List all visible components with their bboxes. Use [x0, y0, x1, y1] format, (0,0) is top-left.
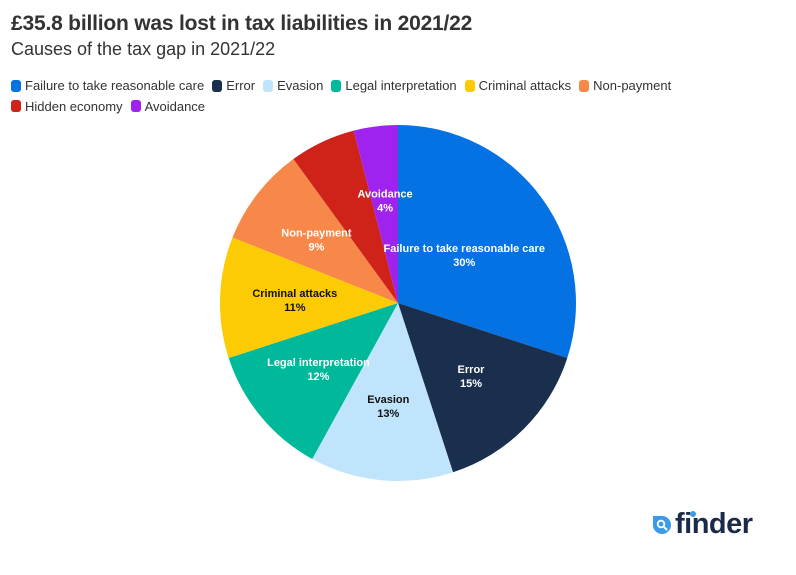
legend-label: Criminal attacks [478, 78, 572, 93]
pie-slice-error[interactable] [398, 303, 568, 473]
slice-label: Evasion [367, 394, 409, 406]
legend-swatch [212, 79, 223, 92]
slice-label: Non-payment [281, 228, 352, 240]
legend-item[interactable]: Avoidance [130, 97, 206, 116]
legend-swatch [11, 79, 21, 92]
legend-item[interactable]: Non-payment [579, 76, 671, 95]
legend-item[interactable]: Failure to take reasonable care [11, 76, 204, 95]
legend-item[interactable]: Error [212, 76, 255, 95]
legend-label: Evasion [277, 78, 324, 93]
finder-logo: finder [652, 508, 753, 541]
legend-label: Legal interpretation [345, 78, 457, 93]
slice-value-label: 4% [377, 203, 393, 215]
pie-slice-non-payment[interactable] [232, 158, 398, 303]
pie-slice-avoidance[interactable] [353, 125, 398, 303]
logo-text: finder [675, 508, 753, 540]
slice-value-label: 11% [284, 302, 306, 314]
pie-slice-evasion[interactable] [312, 303, 454, 481]
legend: Failure to take reasonable care Error Evas… [11, 76, 711, 117]
legend-swatch [11, 100, 21, 112]
chart-title: £35.8 billion was lost in tax liabilitie… [11, 12, 473, 35]
pie-slice-hidden-economy[interactable] [293, 130, 398, 303]
pie-slice-legal-interpretation[interactable] [228, 303, 398, 459]
slice-value-label: 13% [377, 408, 399, 420]
legend-label: Hidden economy [25, 98, 123, 114]
legend-swatch [464, 79, 475, 92]
slice-value-label: 15% [460, 378, 482, 390]
legend-label: Avoidance [144, 98, 206, 114]
legend-item[interactable]: Criminal attacks [464, 76, 572, 95]
pie-slice-criminal-attacks[interactable] [220, 237, 398, 359]
legend-swatch [130, 100, 141, 112]
slice-value-label: 12% [307, 371, 329, 383]
legend-swatch [331, 79, 342, 92]
legend-label: Failure to take reasonable care [25, 78, 205, 93]
search-magnifier-icon [653, 515, 671, 534]
slice-label: Avoidance [357, 189, 412, 201]
legend-item[interactable]: Evasion [263, 76, 323, 95]
slice-label: Error [458, 364, 486, 376]
legend-item[interactable]: Hidden economy [11, 97, 123, 116]
slice-label: Legal interpretation [267, 357, 370, 369]
legend-label: Non-payment [593, 78, 672, 93]
slice-value-label: 30% [453, 257, 475, 269]
legend-item[interactable]: Legal interpretation [331, 76, 457, 95]
slice-label: Criminal attacks [252, 288, 337, 300]
legend-swatch [263, 79, 274, 92]
legend-swatch [579, 79, 590, 92]
pie-slice-failure-to-take-reasonable-care[interactable] [398, 125, 577, 359]
slice-value-label: 9% [308, 242, 324, 254]
legend-label: Error [226, 78, 256, 93]
chart-subtitle: Causes of the tax gap in 2021/22 [11, 39, 276, 59]
slice-label: Failure to take reasonable care [384, 243, 545, 255]
